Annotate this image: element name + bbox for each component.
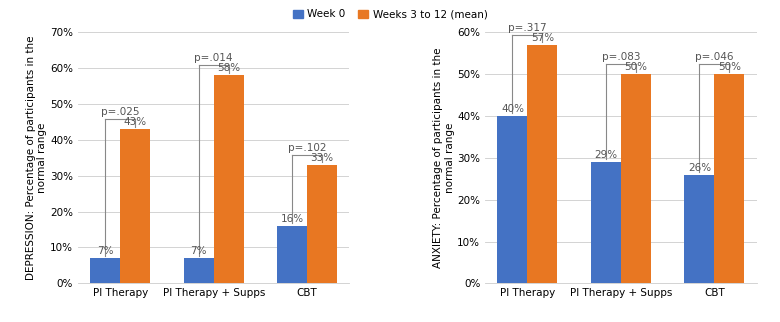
Text: p=.083: p=.083 xyxy=(601,52,640,62)
Bar xyxy=(307,165,337,283)
Y-axis label: DEPRESSION: Percentage of participants in the
normal range: DEPRESSION: Percentage of participants i… xyxy=(26,35,48,280)
Text: 50%: 50% xyxy=(624,62,647,72)
Y-axis label: ANXIETY: Percentage of participants in the
normal range: ANXIETY: Percentage of participants in t… xyxy=(433,48,455,268)
Bar xyxy=(591,162,621,283)
Text: p=.046: p=.046 xyxy=(695,52,734,62)
Text: p=.102: p=.102 xyxy=(288,143,327,153)
Bar xyxy=(621,74,651,283)
Text: 40%: 40% xyxy=(501,104,524,114)
Text: 50%: 50% xyxy=(718,62,741,72)
Bar xyxy=(120,129,151,283)
Legend: Week 0, Weeks 3 to 12 (mean): Week 0, Weeks 3 to 12 (mean) xyxy=(289,5,491,24)
Bar xyxy=(184,258,214,283)
Text: 26%: 26% xyxy=(688,163,711,173)
Text: 7%: 7% xyxy=(97,246,114,256)
Text: p=.025: p=.025 xyxy=(101,107,140,117)
Text: 16%: 16% xyxy=(281,214,303,224)
Bar xyxy=(277,226,307,283)
Text: p=.014: p=.014 xyxy=(194,53,233,63)
Bar xyxy=(214,75,243,283)
Text: 43%: 43% xyxy=(124,117,147,127)
Text: p=.317: p=.317 xyxy=(508,23,547,33)
Bar xyxy=(684,175,714,283)
Text: 57%: 57% xyxy=(531,33,554,43)
Text: 58%: 58% xyxy=(217,63,240,73)
Text: 29%: 29% xyxy=(594,150,618,160)
Text: 7%: 7% xyxy=(190,246,207,256)
Bar xyxy=(714,74,744,283)
Text: 33%: 33% xyxy=(310,153,334,163)
Bar xyxy=(527,45,558,283)
Bar xyxy=(498,116,527,283)
Bar xyxy=(90,258,120,283)
